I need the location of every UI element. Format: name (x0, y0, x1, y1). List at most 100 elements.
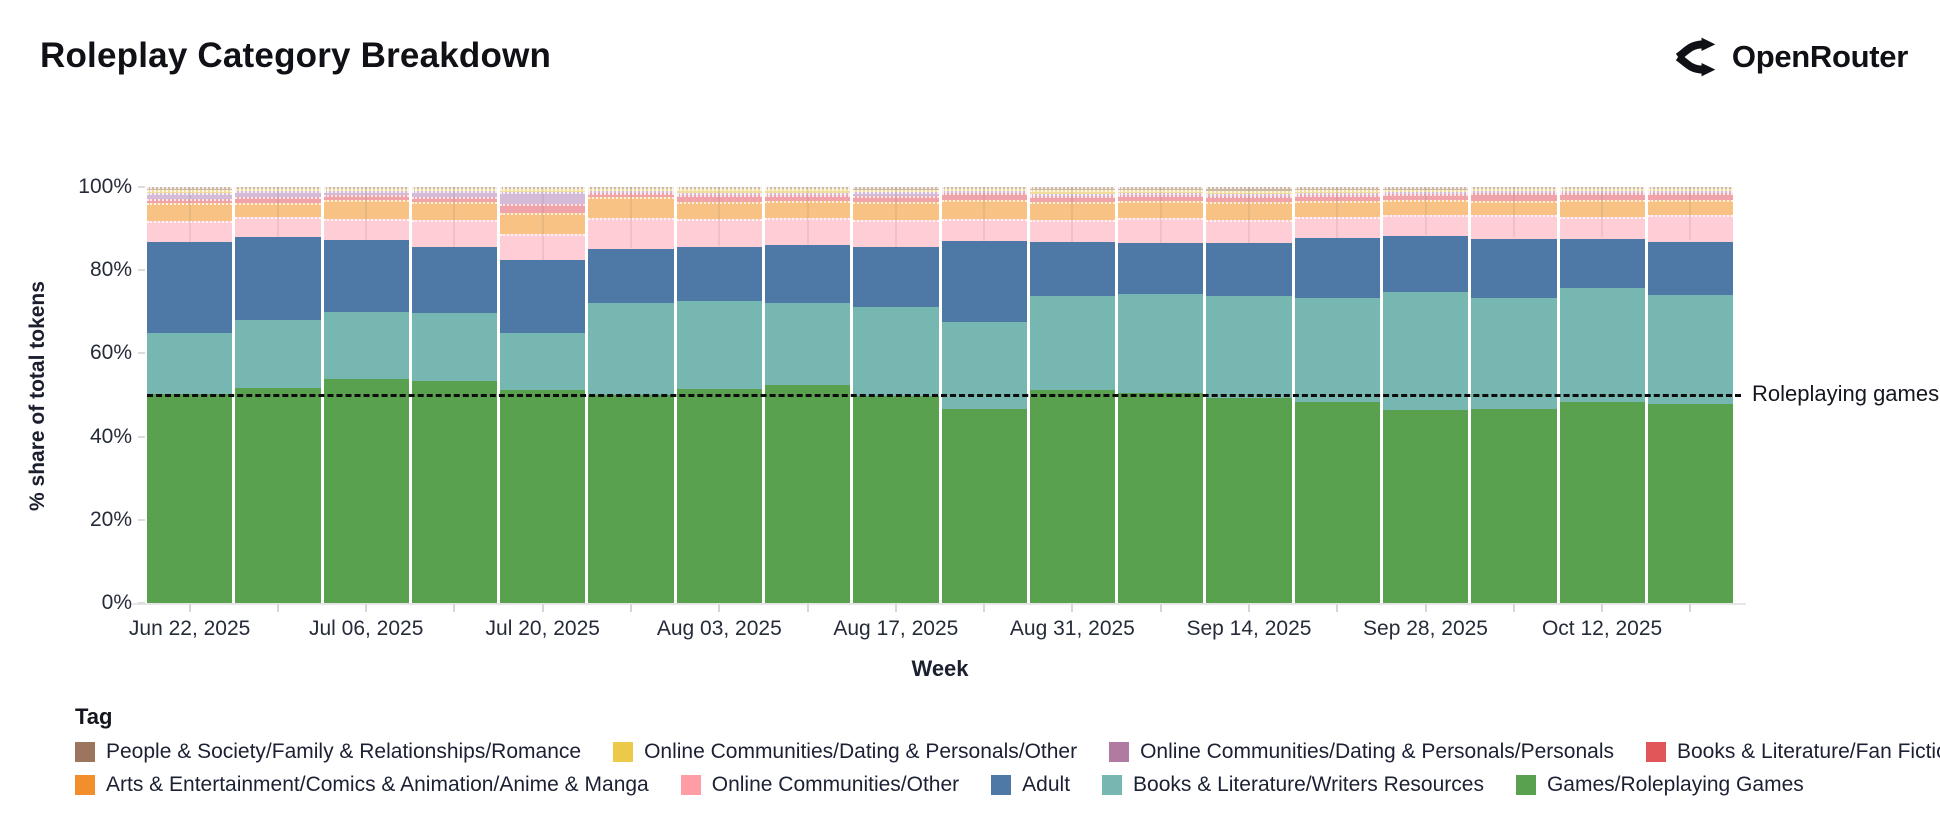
bar-segment[interactable] (1647, 200, 1734, 215)
legend-item[interactable]: Online Communities/Dating & Personals/Pe… (1109, 740, 1614, 764)
bar-segment[interactable] (588, 186, 674, 189)
bar-segment[interactable] (1382, 410, 1469, 603)
bar-segment[interactable] (853, 189, 939, 193)
bar-segment[interactable] (1029, 241, 1116, 296)
bar-segment[interactable] (588, 192, 674, 198)
bar-segment[interactable] (676, 218, 762, 247)
legend-item[interactable]: Books & Literature/Fan Fiction (1645, 740, 1940, 764)
bar-segment[interactable] (500, 233, 586, 261)
brand[interactable]: OpenRouter (1672, 34, 1908, 80)
bar-segment[interactable] (764, 201, 851, 219)
bar-week-oct-19-2025[interactable] (1647, 187, 1734, 603)
bar-segment[interactable] (323, 189, 409, 192)
bar-segment[interactable] (1559, 199, 1645, 217)
bar-segment[interactable] (235, 187, 321, 190)
bar-segment[interactable] (941, 193, 1027, 201)
bar-segment[interactable] (1559, 191, 1645, 193)
bar-segment[interactable] (235, 387, 321, 603)
bar-week-jul-20-2025[interactable] (500, 187, 586, 603)
bar-segment[interactable] (941, 191, 1027, 194)
bar-segment[interactable] (1206, 196, 1292, 203)
bar-segment[interactable] (235, 191, 321, 198)
bar-segment[interactable] (1559, 288, 1645, 402)
bar-segment[interactable] (500, 260, 586, 333)
bar-segment[interactable] (1294, 195, 1380, 202)
bar-segment[interactable] (676, 246, 762, 301)
bar-week-aug-24-2025[interactable] (941, 187, 1027, 603)
bar-segment[interactable] (1647, 403, 1734, 603)
bar-segment[interactable] (1647, 193, 1734, 201)
bar-segment[interactable] (1118, 190, 1204, 194)
bar-segment[interactable] (323, 312, 409, 380)
bar-segment[interactable] (1647, 294, 1734, 404)
bar-segment[interactable] (147, 202, 233, 222)
bar-segment[interactable] (764, 193, 851, 196)
bar-segment[interactable] (1294, 238, 1380, 299)
bar-segment[interactable] (1206, 397, 1292, 603)
bar-segment[interactable] (147, 199, 233, 203)
bar-segment[interactable] (235, 197, 321, 203)
legend-item[interactable]: Adult (991, 773, 1070, 797)
bar-segment[interactable] (676, 192, 762, 195)
bar-segment[interactable] (235, 320, 321, 388)
bar-week-aug-31-2025[interactable] (1029, 187, 1116, 603)
bar-segment[interactable] (1029, 196, 1116, 202)
legend-item[interactable]: Games/Roleplaying Games (1515, 773, 1804, 797)
bar-segment[interactable] (1471, 200, 1557, 215)
bar-segment[interactable] (676, 186, 762, 189)
bar-segment[interactable] (235, 189, 321, 192)
bar-segment[interactable] (147, 187, 233, 190)
bar-segment[interactable] (235, 236, 321, 321)
bar-week-jul-13-2025[interactable] (411, 187, 498, 603)
bar-segment[interactable] (1294, 187, 1380, 191)
bar-week-oct-05-2025[interactable] (1471, 187, 1557, 603)
bar-segment[interactable] (1029, 190, 1116, 195)
bar-segment[interactable] (500, 212, 586, 234)
legend-item[interactable]: Online Communities/Other (680, 773, 959, 797)
bar-segment[interactable] (1647, 189, 1734, 191)
legend-item[interactable]: Online Communities/Dating & Personals/Ot… (613, 740, 1077, 764)
bar-week-aug-17-2025[interactable] (853, 187, 939, 603)
bar-segment[interactable] (1647, 214, 1734, 242)
bar-segment[interactable] (1118, 201, 1204, 219)
bar-segment[interactable] (588, 248, 674, 304)
bar-segment[interactable] (500, 191, 586, 204)
bar-segment[interactable] (147, 394, 233, 603)
bar-segment[interactable] (411, 220, 498, 248)
bar-segment[interactable] (1559, 189, 1645, 191)
bar-segment[interactable] (323, 240, 409, 312)
bar-segment[interactable] (588, 188, 674, 191)
bar-segment[interactable] (1029, 194, 1116, 197)
bar-segment[interactable] (235, 217, 321, 237)
bar-segment[interactable] (1294, 298, 1380, 403)
bar-segment[interactable] (853, 196, 939, 203)
bar-segment[interactable] (411, 381, 498, 603)
bar-segment[interactable] (1382, 189, 1469, 193)
bar-segment[interactable] (323, 379, 409, 603)
bar-segment[interactable] (1471, 408, 1557, 603)
bar-segment[interactable] (941, 187, 1027, 190)
bar-segment[interactable] (853, 306, 939, 396)
bar-segment[interactable] (411, 202, 498, 221)
bar-segment[interactable] (1471, 187, 1557, 189)
bar-segment[interactable] (1471, 193, 1557, 201)
bar-segment[interactable] (1647, 241, 1734, 295)
bar-segment[interactable] (853, 187, 939, 190)
bar-segment[interactable] (1118, 393, 1204, 603)
bar-segment[interactable] (323, 195, 409, 201)
bar-week-jun-22-2025[interactable] (147, 187, 233, 603)
bar-segment[interactable] (323, 219, 409, 241)
bar-segment[interactable] (1206, 194, 1292, 197)
bar-segment[interactable] (411, 189, 498, 192)
bar-segment[interactable] (588, 197, 674, 219)
bar-segment[interactable] (1118, 243, 1204, 295)
bar-segment[interactable] (1559, 193, 1645, 200)
bar-segment[interactable] (1206, 187, 1292, 192)
bar-segment[interactable] (1471, 191, 1557, 193)
bar-segment[interactable] (147, 333, 233, 395)
bar-segment[interactable] (1206, 219, 1292, 244)
bar-week-aug-03-2025[interactable] (676, 186, 762, 603)
bar-segment[interactable] (1471, 298, 1557, 409)
bar-segment[interactable] (500, 187, 586, 190)
bar-segment[interactable] (411, 247, 498, 314)
